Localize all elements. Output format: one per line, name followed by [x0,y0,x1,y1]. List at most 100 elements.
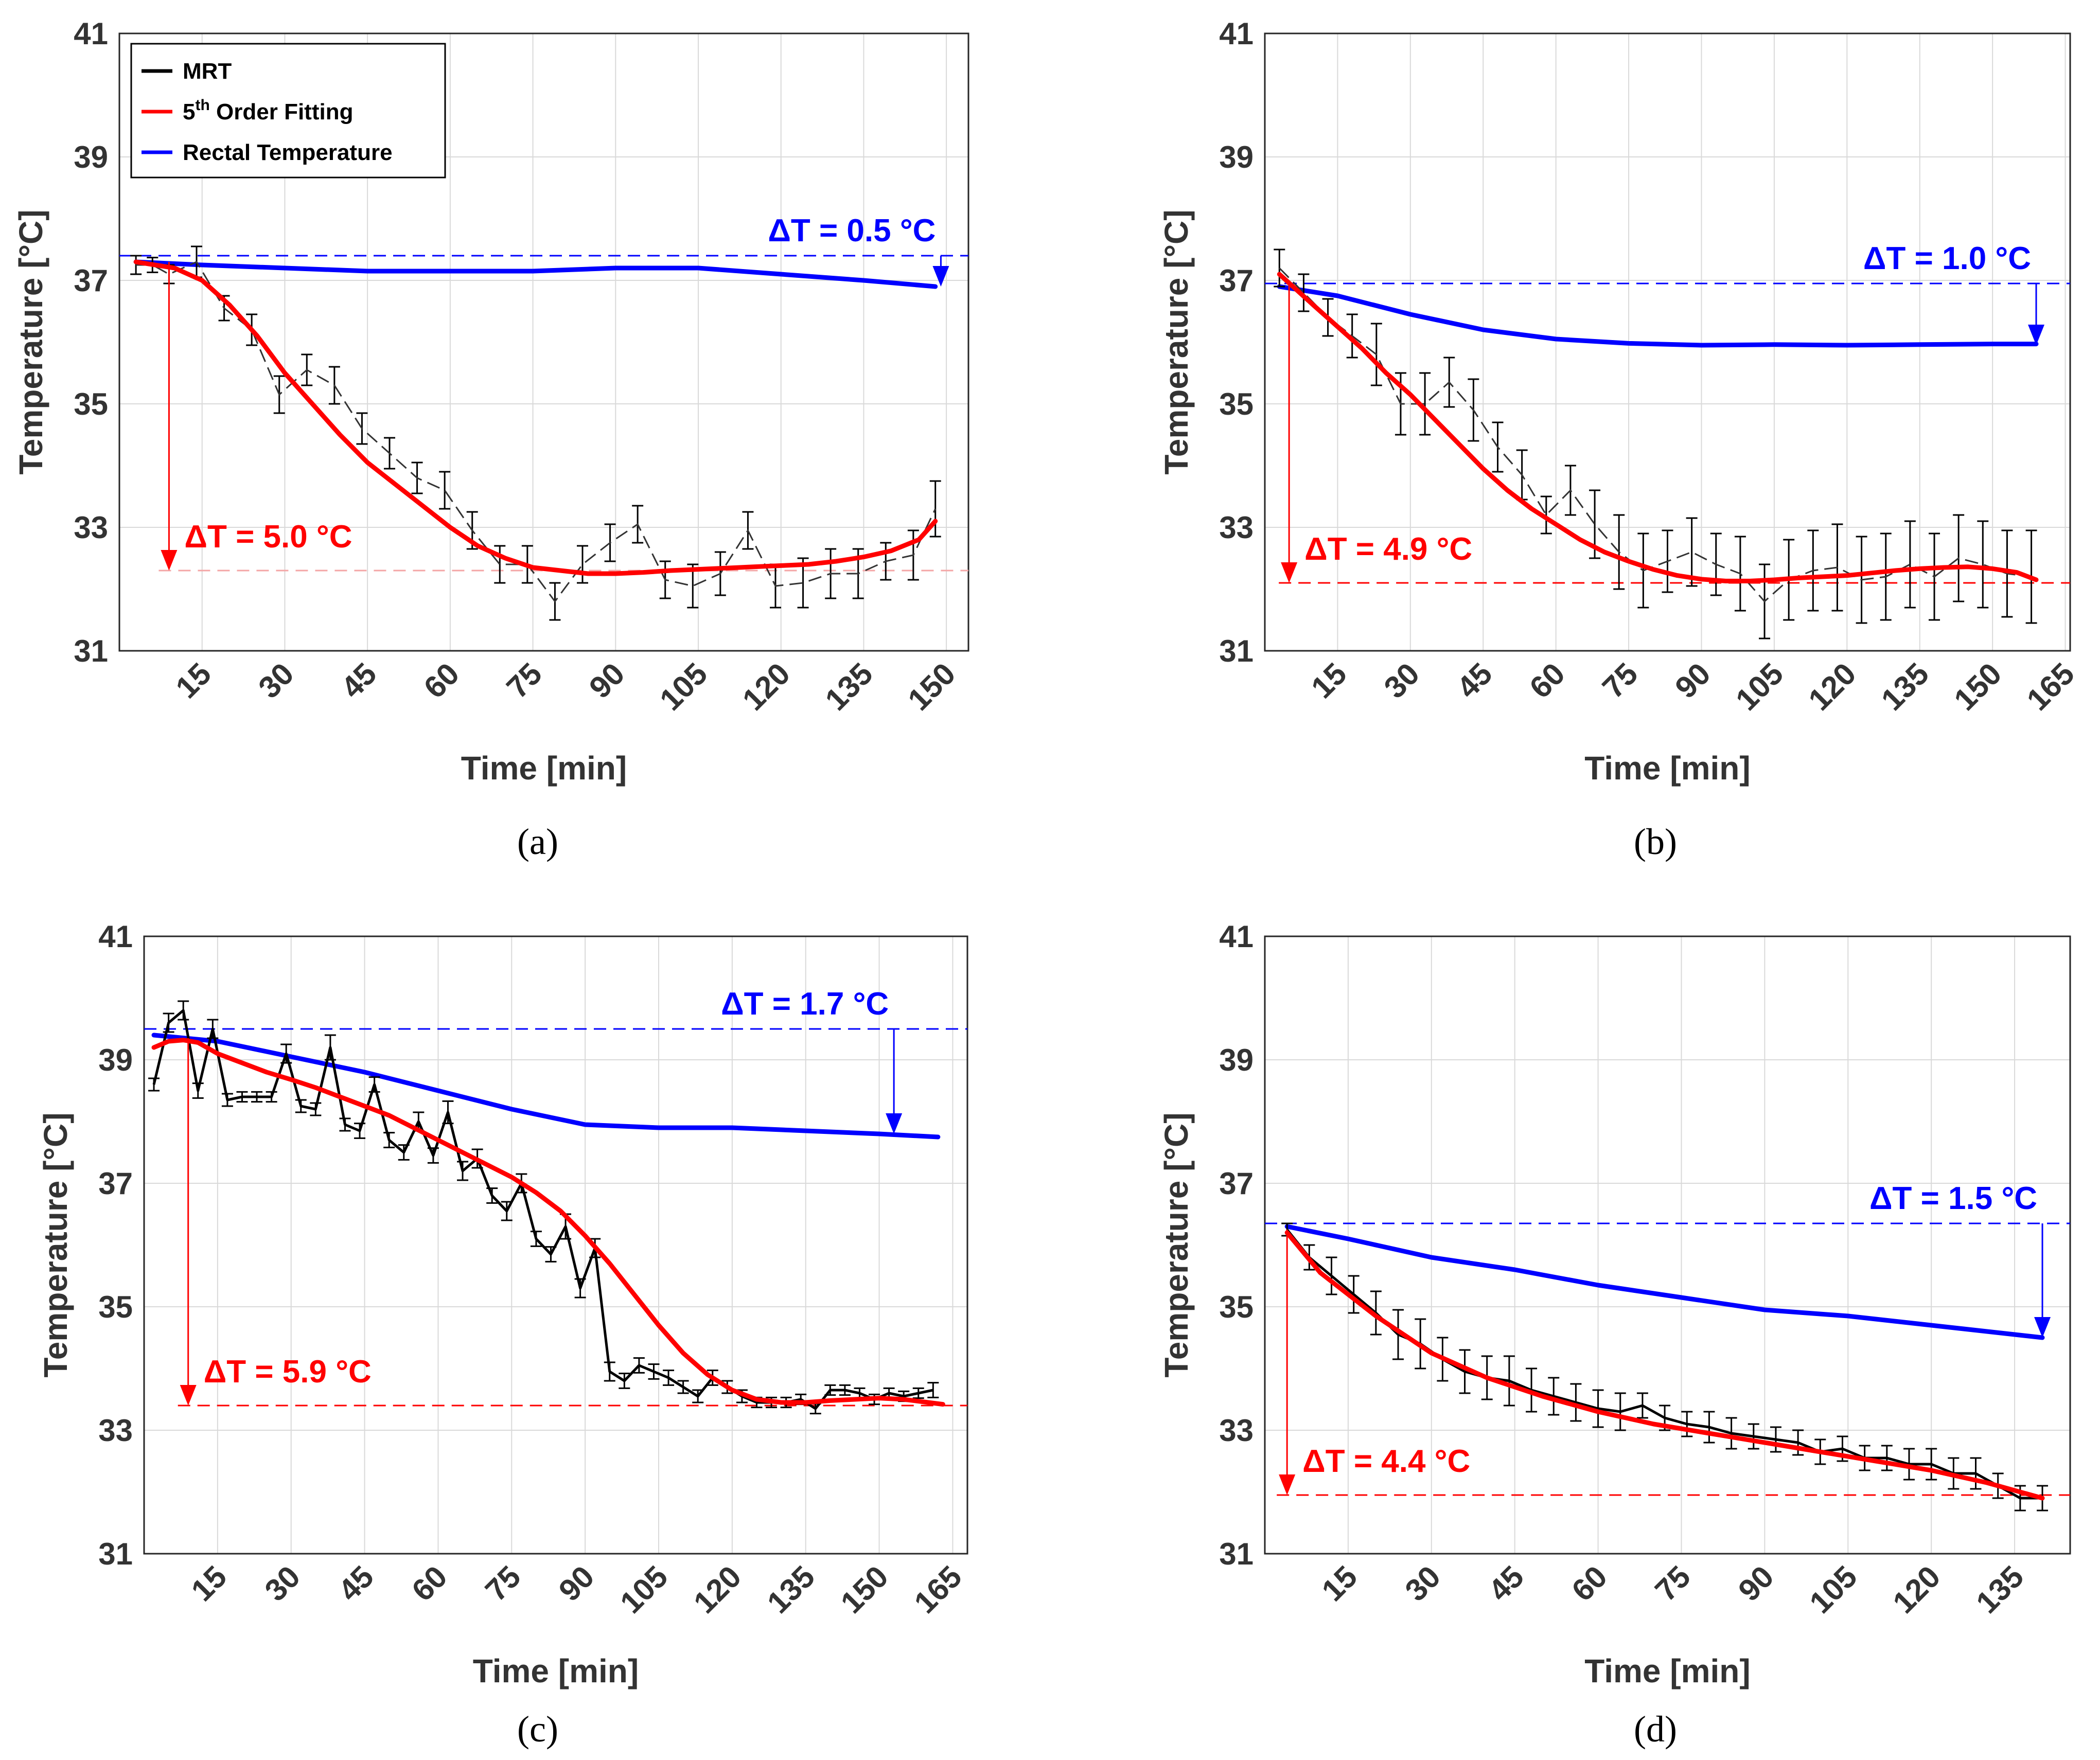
x-tick-label: 135 [819,656,879,717]
chart-panel-d: 31 33 35 37 39 41 15 30 45 60 75 90 105 120 135 Time [m… [1158,919,2071,1750]
rectal-temperature-line [1277,284,2039,348]
x-tick-label: 105 [653,656,714,717]
rectal-delta-arrow [932,256,949,287]
panel-caption: (b) [1634,821,1677,862]
rectal-temperature-line [1284,1224,2045,1340]
x-tick-label: 90 [552,1559,601,1608]
mrt-error-bar [1686,517,1698,587]
y-tick-label: 31 [1219,634,1254,668]
x-tick-label: 15 [185,1559,234,1608]
x-tick-label: 45 [1482,1559,1531,1608]
x-tick-label: 60 [405,1559,454,1608]
mrt-delta-arrow [161,262,178,571]
y-axis-label: Temperature [°C] [12,209,49,474]
x-axis-label: Time [min] [1584,1652,1750,1690]
y-tick-label: 39 [74,140,108,174]
mrt-error-bar [1419,372,1431,436]
x-axis-label: Time [min] [1584,750,1750,787]
y-tick-label: 31 [1219,1537,1254,1571]
x-tick-label: 30 [1378,656,1426,705]
x-tick-label: 105 [613,1559,674,1620]
y-tick-label: 33 [1219,1413,1254,1448]
chart-panel-b: 31 33 35 37 39 41 15 30 45 60 75 90 105 120 135 150 165 T… [1158,16,2081,862]
rectal-delta-arrow [886,1029,903,1134]
y-tick-label: 37 [98,1166,133,1201]
x-tick-label: 30 [258,1559,307,1608]
x-tick-label: 45 [334,656,383,705]
mrt-error-bar [577,545,588,584]
x-tick-label: 90 [1732,1559,1780,1608]
mrt-error-bar [1904,520,1916,609]
rectal-delta-arrow-head [932,266,949,287]
y-tick-label: 35 [1219,1290,1254,1324]
y-axis-label: Temperature [°C] [1158,209,1195,474]
panel-caption: (d) [1634,1709,1677,1750]
rectal-delta-arrow-head [886,1113,903,1134]
y-tick-label: 35 [98,1290,133,1324]
rectal-delta-arrow [2028,283,2045,345]
rectal-delta-label: ΔT = 1.5 °C [1869,1181,2037,1216]
mrt-error-bar [1977,520,1989,609]
mrt-error-bar [494,545,506,584]
y-tick-label: 33 [98,1413,133,1448]
mrt-delta-label: ΔT = 4.9 °C [1304,531,1472,567]
mrt-delta-arrow-head [1279,1474,1296,1495]
y-tick-label: 37 [1219,263,1254,298]
x-tick-label: 135 [761,1559,821,1620]
legend-box [130,43,446,179]
plot-frame [1264,32,2071,652]
x-tick-label: 15 [1304,656,1353,705]
mrt-delta-label: ΔT = 4.4 °C [1302,1444,1470,1479]
y-tick-label: 31 [74,634,108,668]
mrt-delta-arrow-head [1281,562,1298,583]
y-tick-label: 39 [1219,1043,1254,1077]
legend-fit-label: 5th Order Fitting [183,97,353,125]
x-tick-label: 120 [687,1559,748,1620]
x-tick-label: 165 [908,1559,968,1620]
mrt-delta-arrow-head [180,1385,197,1406]
legend-mrt-label: MRT [183,59,232,84]
y-tick-label: 41 [1219,919,1254,954]
mrt-delta-arrow [1279,1230,1296,1495]
x-tick-label: 30 [252,656,301,705]
x-tick-label: 60 [1523,656,1572,705]
fit-line [133,259,938,576]
rectal-delta-arrow-head [2028,325,2045,345]
x-tick-label: 90 [583,656,631,705]
legend: MRT 5th Order Fitting Rectal Temperature [130,43,446,179]
panel-caption: (a) [517,821,558,862]
panel-caption: (c) [517,1709,558,1750]
chart-panel-c: 31 33 35 37 39 41 15 30 45 60 75 90 105 120 135 150 165 T… [37,919,968,1750]
x-tick-label: 60 [417,656,466,705]
mrt-delta-label: ΔT = 5.9 °C [204,1354,372,1390]
rectal-delta-label: ΔT = 0.5 °C [768,213,936,248]
y-tick-label: 35 [1219,387,1254,421]
mrt-error-bar [1298,273,1310,312]
fit-line [1277,272,2039,583]
plot-frame [118,32,969,652]
fit-line [151,1038,945,1407]
x-tick-label: 75 [1596,656,1645,705]
y-tick-label: 39 [98,1043,133,1077]
rectal-delta-arrow-head [2034,1317,2051,1338]
x-tick-label: 150 [1947,656,2008,717]
x-tick-label: 15 [1315,1559,1364,1608]
x-axis-label: Time [min] [473,1652,639,1690]
x-tick-label: 30 [1399,1559,1448,1608]
x-tick-label: 120 [1886,1559,1947,1620]
y-tick-label: 33 [74,510,108,545]
x-tick-label: 75 [500,656,549,705]
x-tick-label: 150 [901,656,962,717]
mrt-line [1279,267,2032,602]
x-tick-label: 75 [479,1559,527,1608]
y-tick-label: 39 [1219,140,1254,174]
rectal-delta-label: ΔT = 1.0 °C [1863,241,2031,276]
x-tick-label: 60 [1565,1559,1614,1608]
x-tick-label: 105 [1729,656,1790,717]
x-tick-label: 45 [331,1559,380,1608]
x-tick-label: 165 [2020,656,2081,717]
mrt-error-bar [439,471,451,510]
x-tick-label: 105 [1803,1559,1864,1620]
mrt-delta-arrow [180,1038,197,1406]
x-tick-label: 15 [169,656,218,705]
